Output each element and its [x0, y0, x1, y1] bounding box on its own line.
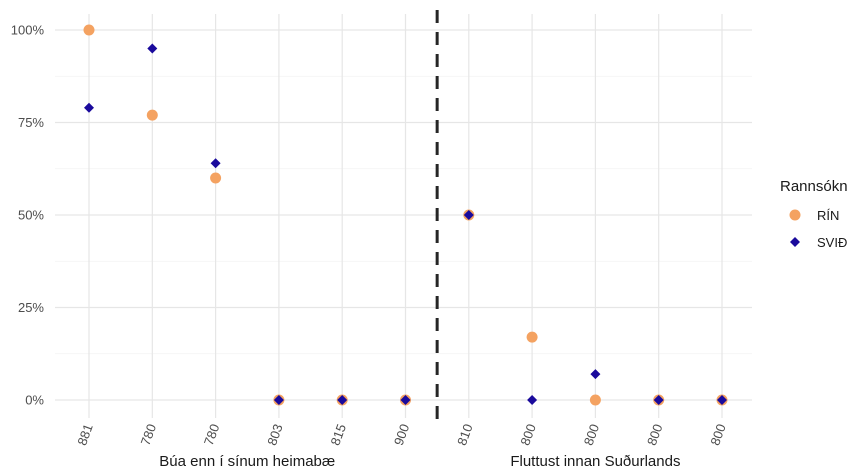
y-tick-label: 0%	[25, 393, 44, 408]
legend: Rannsókn RÍN SVIÐ	[780, 178, 848, 250]
point-svid	[653, 395, 664, 405]
x-tick-label: 800	[644, 422, 666, 448]
point-svid	[400, 395, 411, 405]
point-svid	[527, 395, 538, 405]
point-svid	[84, 102, 94, 113]
group-labels: Búa enn í sínum heimabæ Fluttust innan Su…	[159, 453, 680, 470]
group-label: Búa enn í sínum heimabæ	[159, 453, 335, 470]
x-tick-label: 803	[264, 422, 286, 448]
data-points	[83, 24, 728, 406]
point-svid	[337, 395, 348, 405]
legend-title: Rannsókn	[780, 178, 848, 195]
point-rin	[146, 109, 158, 121]
x-tick-label: 800	[707, 422, 729, 448]
x-tick-label: 780	[138, 422, 160, 448]
x-tick-label: 780	[201, 422, 223, 448]
x-tick-label: 800	[517, 422, 539, 448]
point-svid	[273, 395, 284, 405]
y-tick-label: 75%	[18, 115, 44, 130]
y-tick-label: 100%	[11, 23, 45, 38]
y-tick-label: 25%	[18, 300, 44, 315]
point-svid	[717, 395, 727, 405]
point-svid	[463, 210, 474, 220]
legend-marker-svid	[790, 237, 800, 247]
point-svid	[590, 369, 601, 380]
x-tick-label: 800	[581, 422, 603, 448]
point-svid	[210, 158, 221, 169]
y-axis-ticks: 0% 25% 50% 75% 100%	[11, 23, 45, 408]
x-axis-ticks: 881 780 780 803 815 900 810 800 800 800 800	[74, 422, 729, 448]
point-svid	[147, 43, 158, 54]
point-rin	[83, 24, 95, 36]
legend-marker-rin	[789, 209, 801, 221]
legend-label-svid: SVIÐ	[817, 235, 847, 250]
grid-lines	[55, 14, 752, 418]
legend-label-rin: RÍN	[817, 208, 839, 223]
x-tick-label: 881	[74, 422, 96, 448]
group-label: Fluttust innan Suðurlands	[510, 453, 680, 470]
x-tick-label: 810	[454, 422, 476, 448]
x-tick-label: 900	[391, 422, 413, 448]
point-rin	[589, 394, 601, 406]
y-tick-label: 50%	[18, 208, 44, 223]
point-rin	[526, 331, 538, 343]
point-rin	[210, 172, 222, 184]
x-tick-label: 815	[328, 422, 350, 448]
